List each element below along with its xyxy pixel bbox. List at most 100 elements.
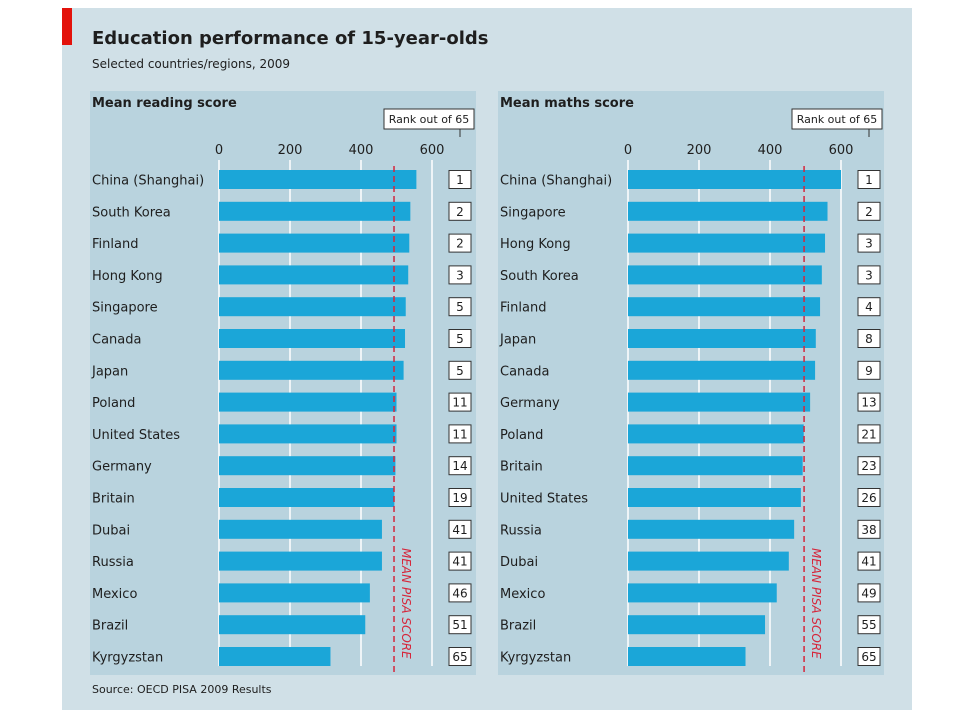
rank-box (448, 265, 472, 285)
rank-value: 41 (861, 555, 876, 569)
rank-box (857, 233, 881, 253)
rank-value: 8 (865, 332, 873, 346)
bar (219, 456, 396, 476)
rank-value: 1 (865, 173, 873, 187)
category-label: Mexico (500, 587, 545, 602)
rank-label: Rank out of 65 (797, 113, 878, 126)
category-label: Japan (91, 364, 128, 379)
rank-box (448, 424, 472, 444)
rank-box (857, 424, 881, 444)
bar (628, 329, 816, 348)
category-label: Poland (92, 396, 135, 411)
category-label: Mexico (92, 587, 137, 602)
rank-box (857, 329, 881, 348)
category-label: Germany (92, 460, 152, 475)
rank-label-box (791, 108, 883, 130)
rank-value: 13 (861, 396, 876, 410)
rank-value: 2 (865, 205, 873, 219)
rank-box (857, 647, 881, 666)
category-label: United States (500, 492, 588, 507)
category-label: Brazil (92, 619, 128, 634)
category-label: South Korea (92, 205, 171, 220)
mean-label: MEAN PISA SCORE (399, 548, 413, 659)
bar (628, 201, 828, 221)
bar (628, 392, 811, 412)
rank-box (857, 170, 881, 189)
rank-value: 3 (456, 268, 464, 282)
rank-value: 3 (865, 268, 873, 282)
rank-value: 51 (452, 618, 467, 632)
rank-box (448, 488, 472, 507)
chart-panel-reading: Mean reading score Rank out of 65 0 200 400 6… (90, 91, 476, 675)
rank-value: 9 (865, 364, 873, 378)
bar (219, 392, 397, 412)
rank-value: 2 (456, 237, 464, 251)
category-label: Britain (500, 460, 543, 475)
x-tick-label: 200 (687, 143, 712, 158)
rank-box (857, 392, 881, 412)
rank-value: 23 (861, 459, 876, 473)
rank-box (448, 551, 472, 571)
bar (628, 583, 777, 603)
category-label: Dubai (500, 555, 538, 570)
rank-value: 26 (861, 491, 876, 505)
rank-box (857, 201, 881, 221)
rank-value: 21 (861, 427, 876, 441)
rank-box (448, 170, 472, 189)
x-tick-label: 400 (758, 143, 783, 158)
panel-title: Mean reading score (92, 96, 237, 111)
bar (628, 424, 804, 444)
rank-box (448, 297, 472, 317)
chart-card: Education performance of 15-year-olds Se… (62, 8, 912, 710)
category-label: Britain (92, 492, 135, 507)
rank-box (448, 519, 472, 539)
rank-value: 65 (452, 650, 467, 664)
rank-box (857, 297, 881, 317)
category-label: South Korea (500, 269, 579, 284)
category-label: Hong Kong (500, 237, 571, 252)
category-label: Kyrgyzstan (500, 651, 571, 666)
rank-value: 41 (452, 523, 467, 537)
rank-box (857, 615, 881, 635)
category-label: Russia (500, 523, 542, 538)
rank-box (448, 615, 472, 635)
category-label: China (Shanghai) (92, 174, 204, 189)
rank-value: 38 (861, 523, 876, 537)
rank-value: 46 (452, 586, 467, 600)
category-label: Hong Kong (92, 269, 163, 284)
category-label: Poland (500, 428, 543, 443)
rank-box (857, 360, 881, 380)
rank-box (448, 233, 472, 253)
rank-value: 4 (865, 300, 873, 314)
category-label: Singapore (92, 301, 158, 316)
rank-value: 11 (452, 396, 467, 410)
category-label: Brazil (500, 619, 536, 634)
rank-value: 5 (456, 300, 464, 314)
bar (628, 360, 816, 380)
rank-value: 14 (452, 459, 467, 473)
x-tick-label: 400 (349, 143, 374, 158)
rank-box (857, 583, 881, 603)
bar (628, 519, 795, 539)
rank-value: 2 (456, 205, 464, 219)
chart-panel-maths: Mean maths score Rank out of 65 0 200 400 600… (498, 91, 884, 675)
x-tick-label: 200 (278, 143, 303, 158)
category-label: Russia (92, 555, 134, 570)
rank-value: 1 (456, 173, 464, 187)
rank-box (857, 488, 881, 507)
x-tick-label: 600 (829, 143, 854, 158)
category-label: United States (92, 428, 180, 443)
bar (219, 329, 406, 348)
bar (628, 456, 803, 476)
category-label: Canada (500, 364, 549, 379)
bar (628, 297, 821, 317)
bar (219, 519, 382, 539)
mean-label: MEAN PISA SCORE (809, 548, 823, 659)
rank-value: 65 (861, 650, 876, 664)
charts-svg: Mean reading score Rank out of 65 0 200 400 6… (90, 91, 884, 675)
rank-value: 55 (861, 618, 876, 632)
bar (628, 551, 789, 571)
category-label: Canada (92, 333, 141, 348)
chart-subtitle: Selected countries/regions, 2009 (92, 57, 291, 71)
bar (219, 424, 397, 444)
